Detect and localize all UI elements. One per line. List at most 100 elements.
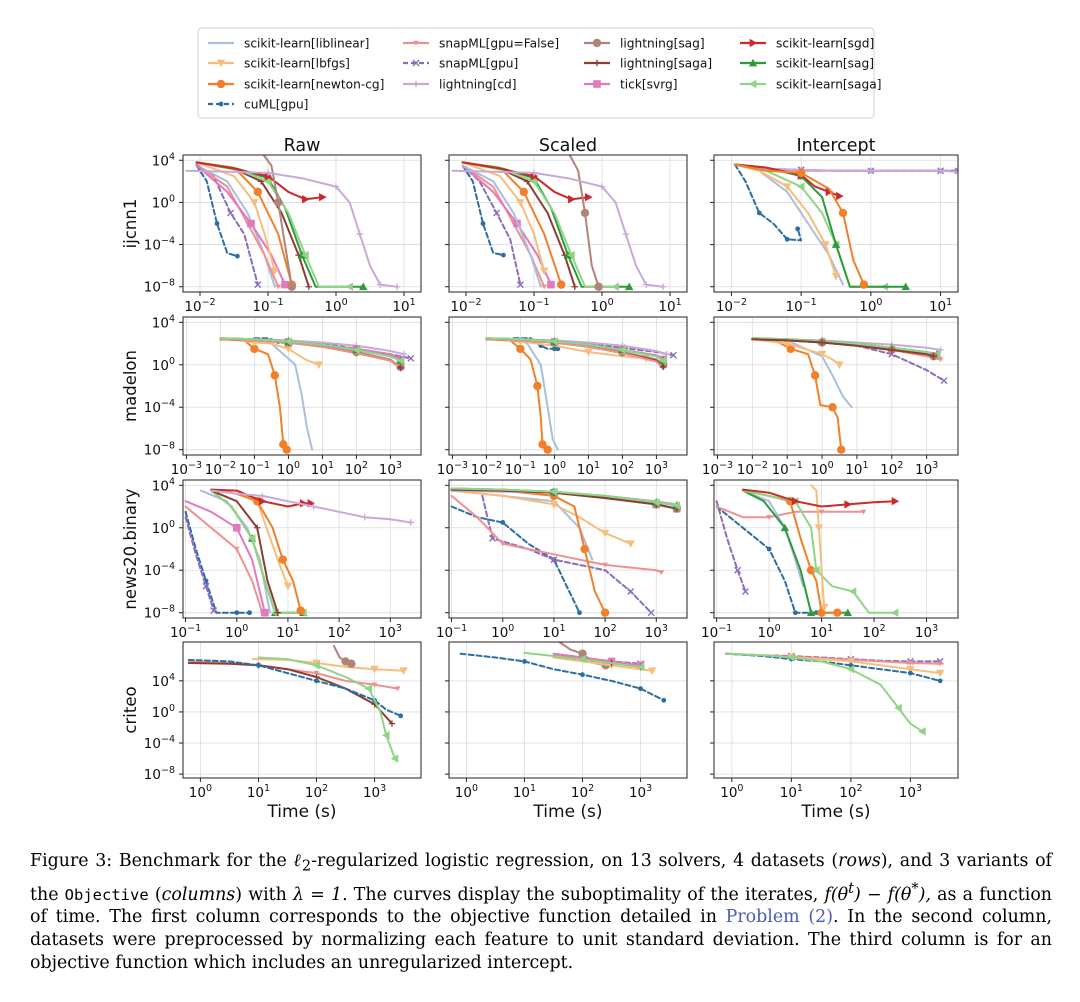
x-tick-label: 103: [915, 623, 938, 641]
data-point: [890, 608, 899, 617]
data-point: [516, 199, 525, 207]
series-line: [461, 161, 563, 286]
data-point: [314, 361, 324, 369]
series-line: [459, 652, 665, 702]
data-point: [817, 350, 827, 359]
series-scikit-learn-newton-cg: [733, 163, 869, 289]
data-point: [906, 665, 915, 674]
data-point: [846, 658, 856, 666]
data-point: [812, 566, 820, 575]
axes-frame: [182, 154, 422, 293]
series-scikit-learn-liblinear: [195, 164, 276, 288]
x-tick-label: 101: [392, 297, 415, 315]
data-point: [370, 665, 379, 674]
data-point: [247, 219, 255, 228]
data-point: [734, 566, 742, 574]
data-point: [594, 282, 603, 291]
legend-label: scikit-learn[lbfgs]: [244, 57, 350, 71]
legend-label: lightning[sag]: [620, 37, 705, 51]
benchmark-figure: scikit-learn[liblinear] scikit-learn[lbfg…: [121, 27, 959, 822]
x-tick-label: 103: [645, 623, 668, 641]
data-point: [493, 209, 501, 217]
data-point: [901, 282, 910, 291]
data-point: [287, 282, 296, 291]
y-tick-label: 100: [152, 519, 175, 537]
caption-text: . The curves display the suboptimality o…: [342, 884, 825, 905]
x-tick-label: 10−3: [702, 460, 733, 478]
legend-marker: [592, 38, 602, 48]
data-point: [835, 361, 844, 369]
x-tick-label: 100: [810, 460, 833, 478]
data-point: [261, 608, 269, 617]
axes-frame: [448, 641, 688, 779]
axes-frame: [713, 154, 959, 293]
x-axis-label: Time (s): [800, 802, 870, 822]
x-tick-label: 101: [276, 623, 299, 641]
data-point: [233, 546, 240, 552]
data-point: [598, 183, 606, 190]
data-point: [538, 440, 547, 449]
data-point: [253, 187, 262, 197]
data-point: [658, 570, 665, 576]
data-point: [247, 610, 252, 616]
legend-label: scikit-learn[liblinear]: [244, 37, 369, 51]
curve-layer: [187, 644, 408, 763]
data-point: [543, 445, 552, 454]
series-line: [451, 169, 665, 288]
x-tick-label: 10−2: [450, 297, 481, 315]
series-lightning-sag: [262, 155, 296, 291]
data-point: [669, 351, 677, 359]
data-point: [937, 167, 944, 175]
series-lightning-saga: [751, 338, 937, 360]
data-point: [550, 337, 558, 346]
series-line: [450, 505, 581, 614]
x-tick-label: 10−1: [436, 623, 467, 641]
data-point: [250, 344, 259, 354]
series-scikit-learn-sgd: [195, 161, 327, 204]
data-point: [377, 281, 384, 288]
data-point: [937, 661, 943, 667]
legend-marker: [412, 59, 420, 67]
problem-2-link[interactable]: Problem (2): [725, 907, 834, 928]
x-tick-label: 100: [225, 623, 248, 641]
caption-text: . In the second column, datasets were pr…: [30, 907, 1053, 973]
data-point: [810, 371, 820, 380]
legend-entry-lightning-cd: lightning[cd]: [403, 78, 517, 92]
series-line: [450, 489, 632, 545]
data-point: [602, 562, 608, 568]
x-tick-label: 100: [590, 297, 613, 315]
y-tick-label: 10−8: [144, 765, 175, 783]
data-point: [937, 346, 944, 354]
series-line: [733, 163, 865, 286]
data-point: [580, 208, 590, 218]
data-point: [652, 498, 660, 507]
legend-entry-cuml-gpu: cuML[gpu]: [208, 98, 308, 112]
data-point: [301, 250, 309, 260]
data-point: [937, 678, 943, 684]
series-lightning-cd: [733, 163, 958, 176]
legend-label: lightning[cd]: [439, 78, 517, 92]
data-point: [359, 282, 368, 291]
legend-label: snapML[gpu]: [439, 57, 518, 71]
data-point: [766, 546, 772, 552]
legend-label: snapML[gpu=False]: [439, 37, 559, 51]
figure-caption: Figure 3: Benchmark for the ℓ2-regulariz…: [30, 850, 1052, 974]
caption-text: as a function of time. The first column …: [30, 884, 1052, 928]
data-point: [567, 250, 575, 260]
x-axis-labels: Time (s) Time (s) Time (s): [266, 802, 870, 822]
caption-math: ) − f(θ: [853, 884, 912, 905]
series-scikit-learn-liblinear: [485, 338, 559, 451]
curve-layer: [733, 163, 958, 291]
data-point: [314, 678, 319, 684]
legend-marker: [593, 80, 601, 88]
curve-layer: [184, 488, 414, 617]
series-line: [751, 338, 841, 366]
row-label-news20-binary: news20.binary: [121, 488, 140, 609]
data-point: [792, 610, 798, 616]
data-point: [549, 501, 559, 509]
series-scikit-learn-liblinear: [741, 489, 805, 588]
data-point: [529, 177, 538, 186]
caption-math: f(θ: [824, 884, 849, 905]
series-scikit-learn-newton-cg: [485, 338, 552, 454]
x-tick-label: 100: [757, 623, 780, 641]
